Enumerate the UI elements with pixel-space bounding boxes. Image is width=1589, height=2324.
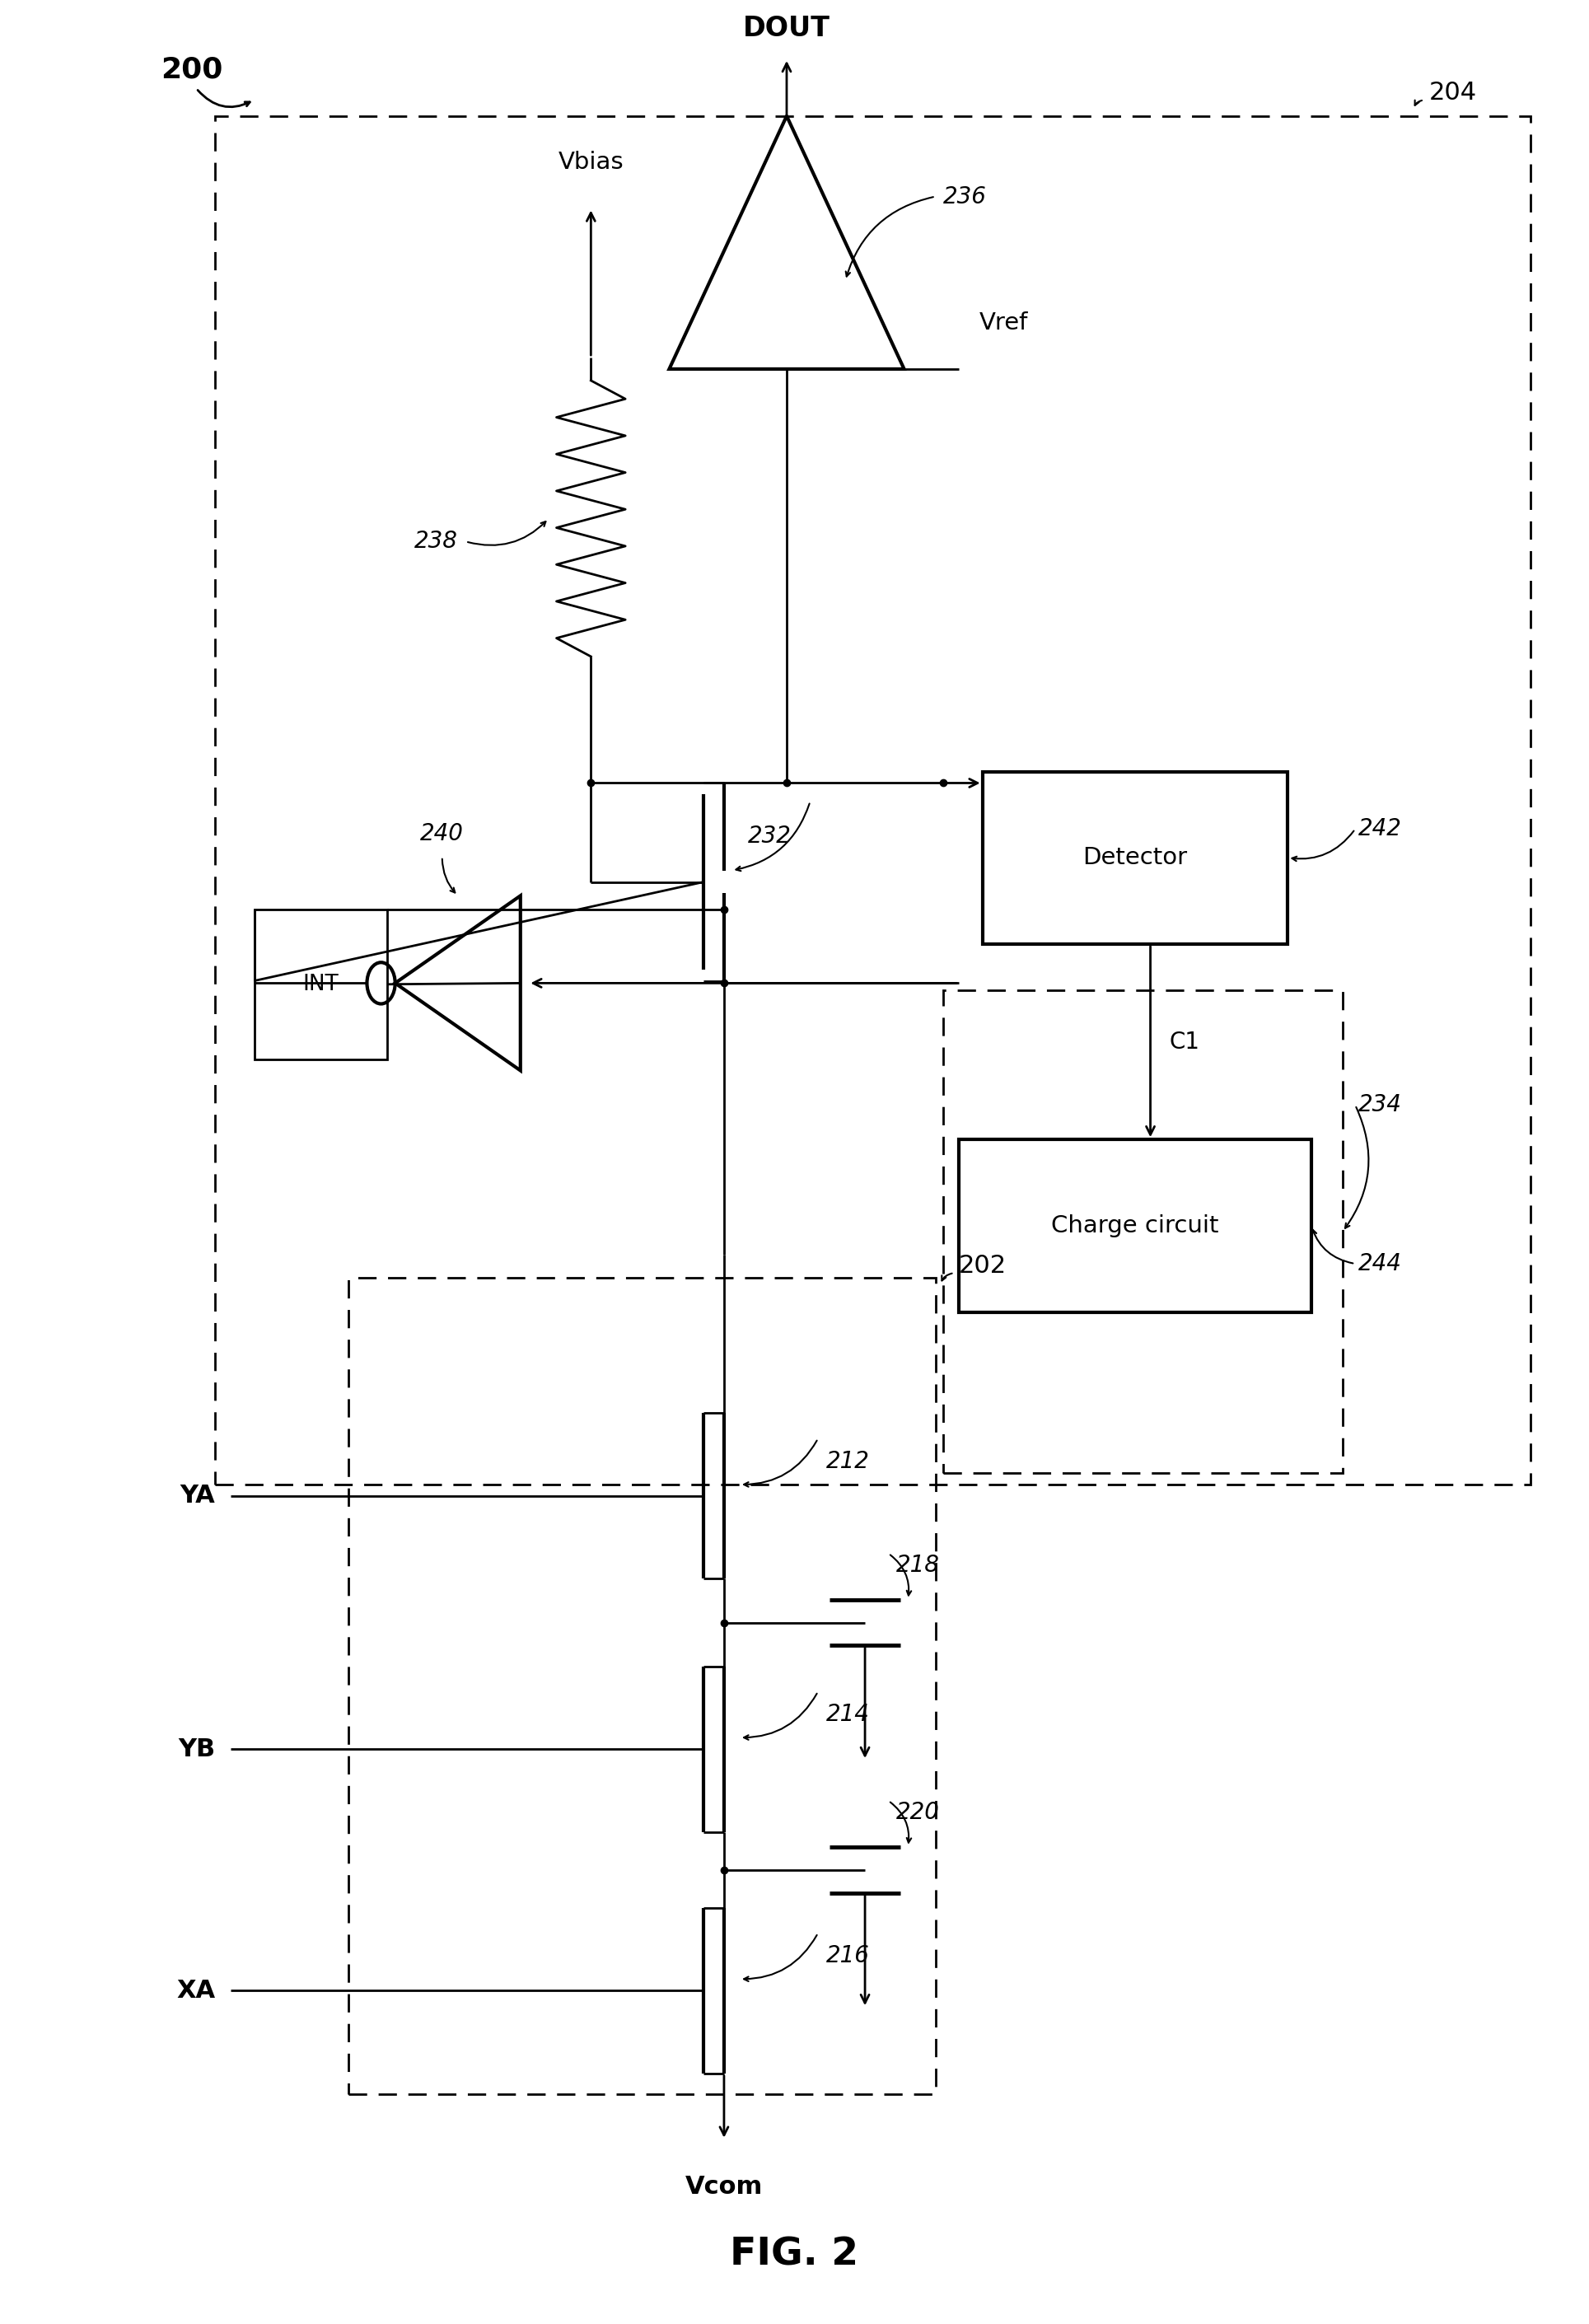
Text: 202: 202 [958, 1255, 1007, 1278]
Text: 218: 218 [896, 1552, 939, 1576]
Text: Detector: Detector [1082, 846, 1187, 869]
Bar [944, 990, 1343, 1473]
Text: 204: 204 [1429, 81, 1476, 105]
Text: Vref: Vref [979, 311, 1028, 335]
Text: 232: 232 [747, 825, 791, 848]
Text: 238: 238 [415, 530, 458, 553]
Text: 200: 200 [160, 56, 222, 84]
Text: 240: 240 [421, 823, 464, 846]
Text: XA: XA [176, 1978, 215, 2003]
Text: 216: 216 [826, 1945, 869, 1968]
Bar [215, 116, 1530, 1485]
Text: 214: 214 [826, 1703, 869, 1727]
Text: YA: YA [180, 1485, 215, 1508]
Text: Vbias: Vbias [558, 151, 624, 174]
Text: 244: 244 [1359, 1253, 1401, 1276]
Bar [348, 1278, 936, 2094]
Text: C1: C1 [1170, 1030, 1200, 1053]
Text: 242: 242 [1359, 818, 1401, 841]
Text: 234: 234 [1359, 1095, 1401, 1116]
Text: FIG. 2: FIG. 2 [731, 2236, 858, 2273]
Bar [982, 772, 1287, 944]
Text: 220: 220 [896, 1801, 939, 1824]
Bar [254, 909, 388, 1060]
Text: Vcom: Vcom [685, 2175, 763, 2199]
Text: YB: YB [178, 1736, 215, 1762]
Text: 212: 212 [826, 1450, 869, 1473]
Bar [958, 1139, 1311, 1313]
Text: 236: 236 [944, 186, 987, 209]
Text: INT: INT [303, 974, 338, 995]
Text: Charge circuit: Charge circuit [1052, 1213, 1219, 1236]
Text: DOUT: DOUT [744, 14, 831, 42]
